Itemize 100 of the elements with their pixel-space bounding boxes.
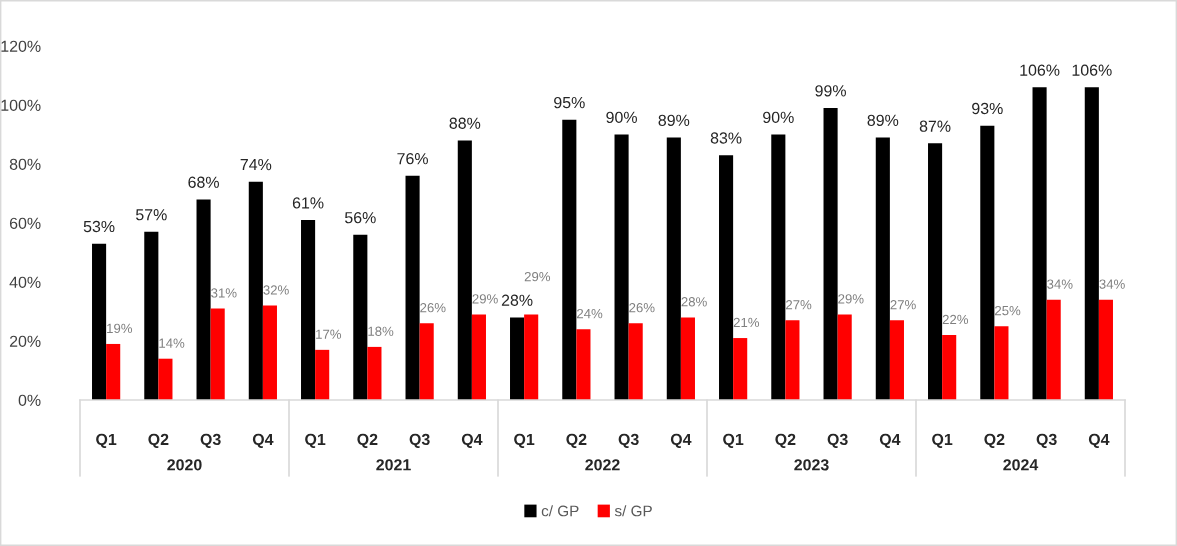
text: 2022 (585, 459, 620, 471)
bar (144, 231, 159, 400)
y-tick-label: 120% (1, 40, 41, 52)
text: 2023 (794, 459, 829, 471)
bar (785, 320, 800, 400)
bar (367, 346, 382, 400)
bar (471, 314, 486, 400)
bar (92, 243, 107, 400)
x-tick-label: Q3 (409, 433, 430, 449)
data-label: 76% (397, 153, 428, 165)
bar (889, 320, 904, 400)
y-tick-label: 80% (9, 158, 41, 170)
bar (680, 317, 695, 400)
data-label: 56% (344, 212, 376, 224)
bar (628, 323, 643, 400)
x-tick-label: Q1 (305, 433, 326, 449)
data-label: 17% (316, 329, 342, 339)
bar (457, 140, 472, 400)
data-label: 87% (919, 120, 951, 132)
x-tick-label: Q4 (879, 433, 901, 449)
bar (666, 137, 681, 400)
x-tick-label: Q1 (723, 433, 744, 449)
data-label: 74% (240, 158, 272, 171)
data-label: 34% (1099, 279, 1125, 289)
bar (262, 305, 277, 400)
bar (875, 137, 890, 400)
legend-label: s/ GP (614, 505, 652, 517)
bar (196, 199, 211, 400)
x-tick-label: Q2 (566, 433, 587, 449)
data-label: 31% (211, 288, 237, 298)
bar (1098, 299, 1113, 400)
y-tick-label: 60% (9, 217, 41, 229)
data-label: 29% (472, 294, 498, 304)
legend-label: c/ GP (541, 505, 579, 517)
data-label: 106% (1072, 64, 1112, 76)
x-tick-label: Q2 (775, 433, 796, 449)
data-label: 83% (710, 132, 742, 144)
data-label: 29% (524, 271, 551, 282)
data-label: 32% (263, 285, 289, 295)
data-label: 90% (606, 111, 637, 124)
bar (733, 338, 748, 400)
data-label: 57% (135, 209, 167, 221)
data-label: 19% (107, 323, 133, 334)
text: 2021 (376, 459, 411, 471)
data-label: 22% (942, 314, 969, 325)
y-tick-label: 40% (9, 276, 41, 288)
x-tick-label: Q4 (1088, 433, 1110, 449)
bar (353, 234, 368, 400)
data-label: 14% (159, 338, 185, 348)
bar (419, 323, 434, 400)
data-label: 26% (629, 303, 655, 313)
data-label: 26% (420, 303, 446, 313)
y-tick-label: 0% (18, 394, 41, 406)
data-label: 89% (658, 114, 690, 126)
bar (158, 358, 173, 400)
bar (1084, 87, 1099, 400)
bar (510, 317, 525, 400)
bar (994, 326, 1009, 400)
data-label: 90% (763, 111, 794, 124)
x-tick-label: Q4 (670, 433, 692, 449)
data-label: 89% (867, 114, 899, 126)
y-tick-label: 100% (1, 99, 41, 111)
bar (837, 314, 852, 400)
data-label: 95% (554, 96, 585, 109)
y-tick-label: 20% (9, 335, 41, 347)
data-label: 99% (815, 85, 846, 97)
bar (928, 143, 943, 400)
data-label: 25% (995, 305, 1021, 316)
data-label: 27% (786, 300, 812, 310)
text: 2024 (1003, 459, 1039, 471)
x-tick-label: Q2 (984, 433, 1005, 449)
data-label: 28% (681, 297, 707, 307)
data-label: 88% (449, 117, 481, 129)
bar (315, 349, 330, 400)
data-label: 53% (83, 220, 115, 233)
bar (1032, 87, 1047, 400)
x-tick-label: Q4 (461, 433, 483, 449)
bar (980, 125, 995, 400)
bar (719, 155, 734, 400)
bar (771, 134, 786, 400)
x-tick-label: Q1 (514, 433, 535, 449)
x-tick-label: Q2 (148, 433, 169, 449)
data-label: 28% (501, 294, 533, 306)
bar (248, 181, 263, 400)
x-tick-label: Q2 (357, 433, 378, 449)
bar (106, 343, 121, 400)
x-tick-label: Q3 (200, 433, 221, 449)
x-tick-label: Q1 (932, 433, 953, 449)
data-label: 106% (1020, 64, 1060, 76)
data-label: 21% (733, 317, 760, 328)
bar (1046, 299, 1061, 400)
x-tick-label: Q3 (1036, 433, 1057, 449)
text: 2020 (167, 459, 202, 471)
data-label: 29% (838, 294, 864, 304)
x-tick-label: Q1 (96, 433, 117, 449)
data-label: 34% (1047, 279, 1073, 289)
bar (562, 119, 577, 400)
bar (614, 134, 629, 400)
data-label: 27% (890, 300, 916, 310)
data-label: 61% (292, 197, 324, 209)
